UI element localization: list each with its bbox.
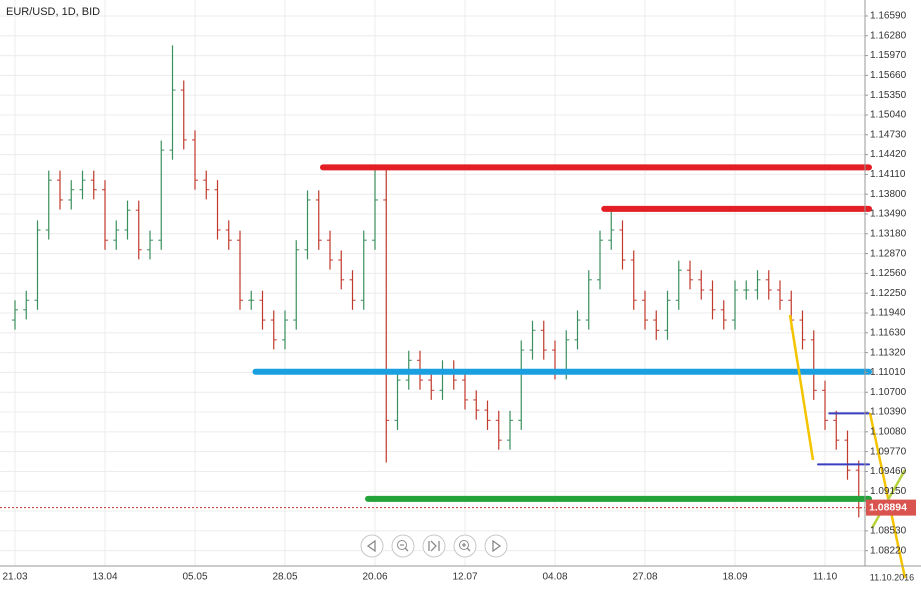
y-tick-label: 1.13180 — [870, 228, 907, 239]
x-tick-label: 13.04 — [92, 572, 117, 583]
x-tick-label: 21.03 — [2, 572, 27, 583]
x-tick-label: 04.08 — [542, 572, 567, 583]
current-date: 11.10.2016 — [870, 572, 914, 582]
y-tick-label: 1.13800 — [870, 189, 907, 200]
y-tick-label: 1.12250 — [870, 288, 907, 299]
y-tick-label: 1.08220 — [870, 545, 907, 556]
y-tick-label: 1.10080 — [870, 426, 907, 437]
x-tick-label: 20.06 — [362, 572, 387, 583]
y-tick-label: 1.10390 — [870, 407, 907, 418]
scroll-right-button[interactable] — [484, 534, 508, 558]
reset-button[interactable] — [422, 534, 446, 558]
y-tick-label: 1.11010 — [870, 367, 906, 378]
levels — [0, 164, 872, 509]
y-tick-label: 1.15350 — [870, 90, 907, 101]
y-tick-label: 1.09770 — [870, 446, 907, 457]
x-tick-label: 05.05 — [182, 572, 207, 583]
x-tick-label: 28.05 — [272, 572, 297, 583]
trend-line — [868, 412, 907, 579]
x-tick-label: 18.09 — [722, 572, 747, 583]
trend-line — [788, 314, 815, 461]
y-tick-label: 1.14420 — [870, 149, 907, 160]
x-tick-label: 27.08 — [632, 572, 657, 583]
y-tick-label: 1.15970 — [870, 50, 907, 61]
y-tick-label: 1.12870 — [870, 248, 907, 259]
last-price-box — [866, 499, 916, 516]
scroll-left-button[interactable] — [360, 534, 384, 558]
grid — [0, 0, 865, 566]
y-tick-label: 1.13490 — [870, 209, 907, 220]
y-tick-label: 1.11630 — [870, 327, 906, 338]
y-tick-label: 1.16280 — [870, 30, 907, 41]
bars — [12, 45, 862, 518]
trend-lines — [788, 314, 907, 579]
zoom-out-button[interactable] — [391, 534, 415, 558]
y-tick-label: 1.09150 — [870, 486, 907, 497]
x-tick-label: 12.07 — [452, 572, 477, 583]
y-tick-label: 1.14730 — [870, 129, 907, 140]
navigation — [360, 534, 508, 558]
y-tick-label: 1.09460 — [870, 466, 907, 477]
trend-line — [870, 469, 907, 529]
axis-labels: 1.16590 1.16280 1.15970 1.15660 1.15350 1.150… — [2, 11, 916, 583]
y-tick-label: 1.08530 — [870, 526, 907, 537]
y-tick-label: 1.16590 — [870, 11, 907, 22]
y-tick-label: 1.14110 — [870, 169, 906, 180]
y-tick-label: 1.12560 — [870, 268, 907, 279]
y-tick-label: 1.10700 — [870, 387, 907, 398]
y-tick-label: 1.11940 — [870, 308, 906, 319]
chart-title: EUR/USD, 1D, BID — [6, 6, 100, 18]
zoom-in-button[interactable] — [453, 534, 477, 558]
x-tick-label: 11.10 — [813, 572, 838, 583]
y-tick-label: 1.11320 — [870, 347, 906, 358]
y-tick-label: 1.15040 — [870, 110, 907, 121]
last-price-label: 1.08894 — [869, 501, 907, 513]
y-tick-label: 1.15660 — [870, 70, 907, 81]
